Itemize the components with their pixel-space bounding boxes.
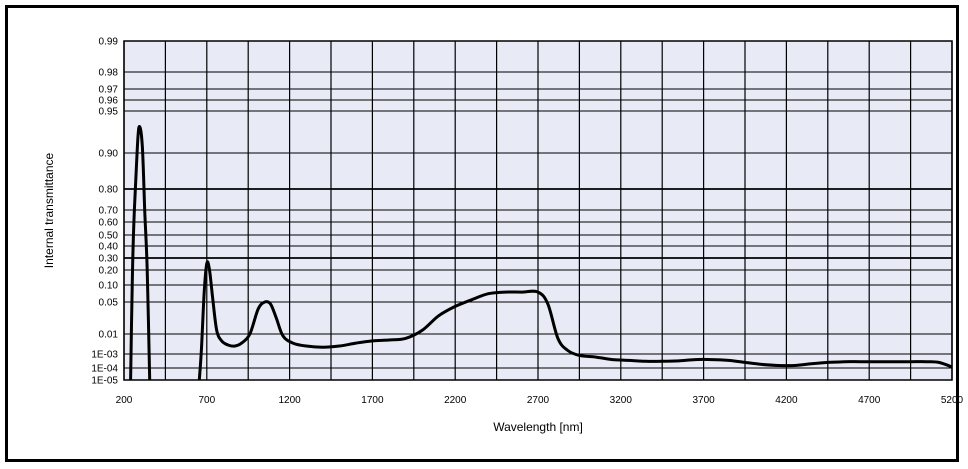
y-tick-label: 0.90 [99, 149, 119, 160]
x-tick-label: 700 [198, 395, 215, 406]
y-axis-label: Internal transmittance [42, 152, 56, 268]
x-tick-label: 5200 [941, 395, 964, 406]
y-tick-label: 0.20 [99, 266, 119, 277]
y-tick-label: 1E-05 [91, 376, 118, 387]
y-tick-label: 1E-04 [91, 364, 118, 375]
x-tick-label: 1700 [361, 395, 384, 406]
y-tick-label: 1E-03 [91, 350, 118, 361]
transmittance-curve [129, 125, 953, 381]
series-line [197, 260, 953, 381]
y-tick-label: 0.70 [99, 206, 119, 217]
y-tick-label: 0.40 [99, 242, 119, 253]
y-tick-label: 0.96 [99, 96, 119, 107]
y-tick-label: 0.30 [99, 254, 119, 265]
x-axis-label: Wavelength [nm] [493, 420, 583, 434]
y-tick-label: 0.10 [99, 281, 119, 292]
y-tick-label: 0.60 [99, 218, 119, 229]
series-line [129, 125, 152, 381]
y-tick-label: 0.99 [99, 37, 119, 48]
y-tick-label: 0.01 [99, 330, 119, 341]
y-tick-label: 0.97 [99, 85, 119, 96]
y-tick-label: 0.50 [99, 231, 119, 242]
x-tick-label: 4700 [858, 395, 881, 406]
x-tick-label: 3200 [610, 395, 633, 406]
x-tick-label: 2700 [527, 395, 550, 406]
x-tick-label: 4200 [775, 395, 798, 406]
x-tick-label: 1200 [278, 395, 301, 406]
plot-border [123, 40, 953, 381]
y-tick-label: 0.95 [99, 107, 119, 118]
y-axis-ticks: 0.99 0.98 0.970.960.95 0.90 0.80 0.700.60 0.50… [91, 37, 118, 387]
y-tick-label: 0.98 [99, 68, 119, 79]
y-tick-label: 0.80 [99, 185, 119, 196]
x-tick-label: 200 [116, 395, 133, 406]
x-tick-label: 2200 [444, 395, 467, 406]
x-axis-ticks: 200 700 1200 1700 2200 2700 3200 3700 4200 4700 52… [116, 395, 964, 406]
x-tick-label: 3700 [692, 395, 715, 406]
y-tick-label: 0.05 [99, 298, 119, 309]
